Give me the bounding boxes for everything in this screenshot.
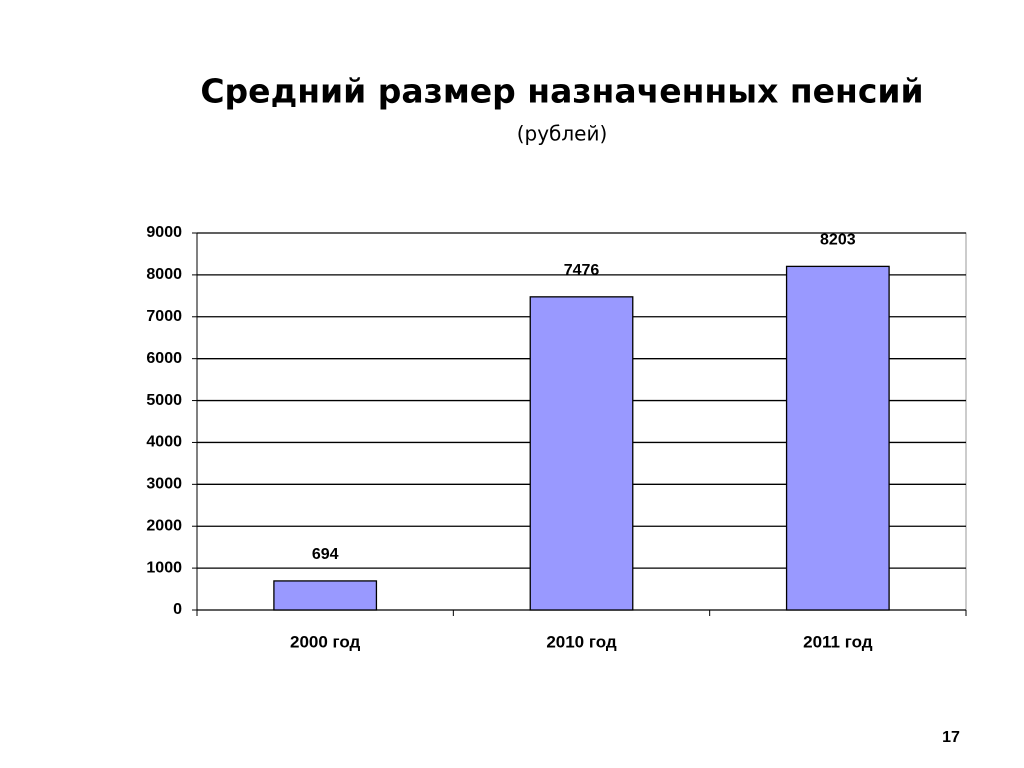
x-tick-label: 2011 год — [803, 632, 873, 651]
data-label: 7476 — [564, 262, 600, 279]
y-tick-label: 4000 — [146, 434, 182, 451]
slide-number: 17 — [942, 729, 960, 746]
y-tick-label: 9000 — [146, 224, 182, 241]
bar — [529, 296, 634, 611]
data-label: 8203 — [820, 232, 856, 249]
bar — [785, 265, 890, 611]
y-tick-label: 6000 — [146, 350, 182, 367]
bar — [273, 580, 378, 611]
x-tick-label: 2010 год — [546, 632, 617, 651]
y-tick-label: 8000 — [146, 266, 182, 283]
data-label: 694 — [312, 546, 339, 563]
y-tick-label: 0 — [173, 601, 182, 618]
x-tick-label: 2000 год — [290, 632, 361, 651]
y-tick-label: 2000 — [146, 517, 182, 534]
y-tick-label: 3000 — [146, 476, 182, 493]
y-tick-label: 7000 — [146, 308, 182, 325]
chart-subtitle: (рублей) — [517, 122, 608, 146]
y-tick-label: 1000 — [146, 559, 182, 576]
y-tick-label: 5000 — [146, 392, 182, 409]
chart-title: Средний размер назначенных пенсий — [200, 72, 923, 111]
